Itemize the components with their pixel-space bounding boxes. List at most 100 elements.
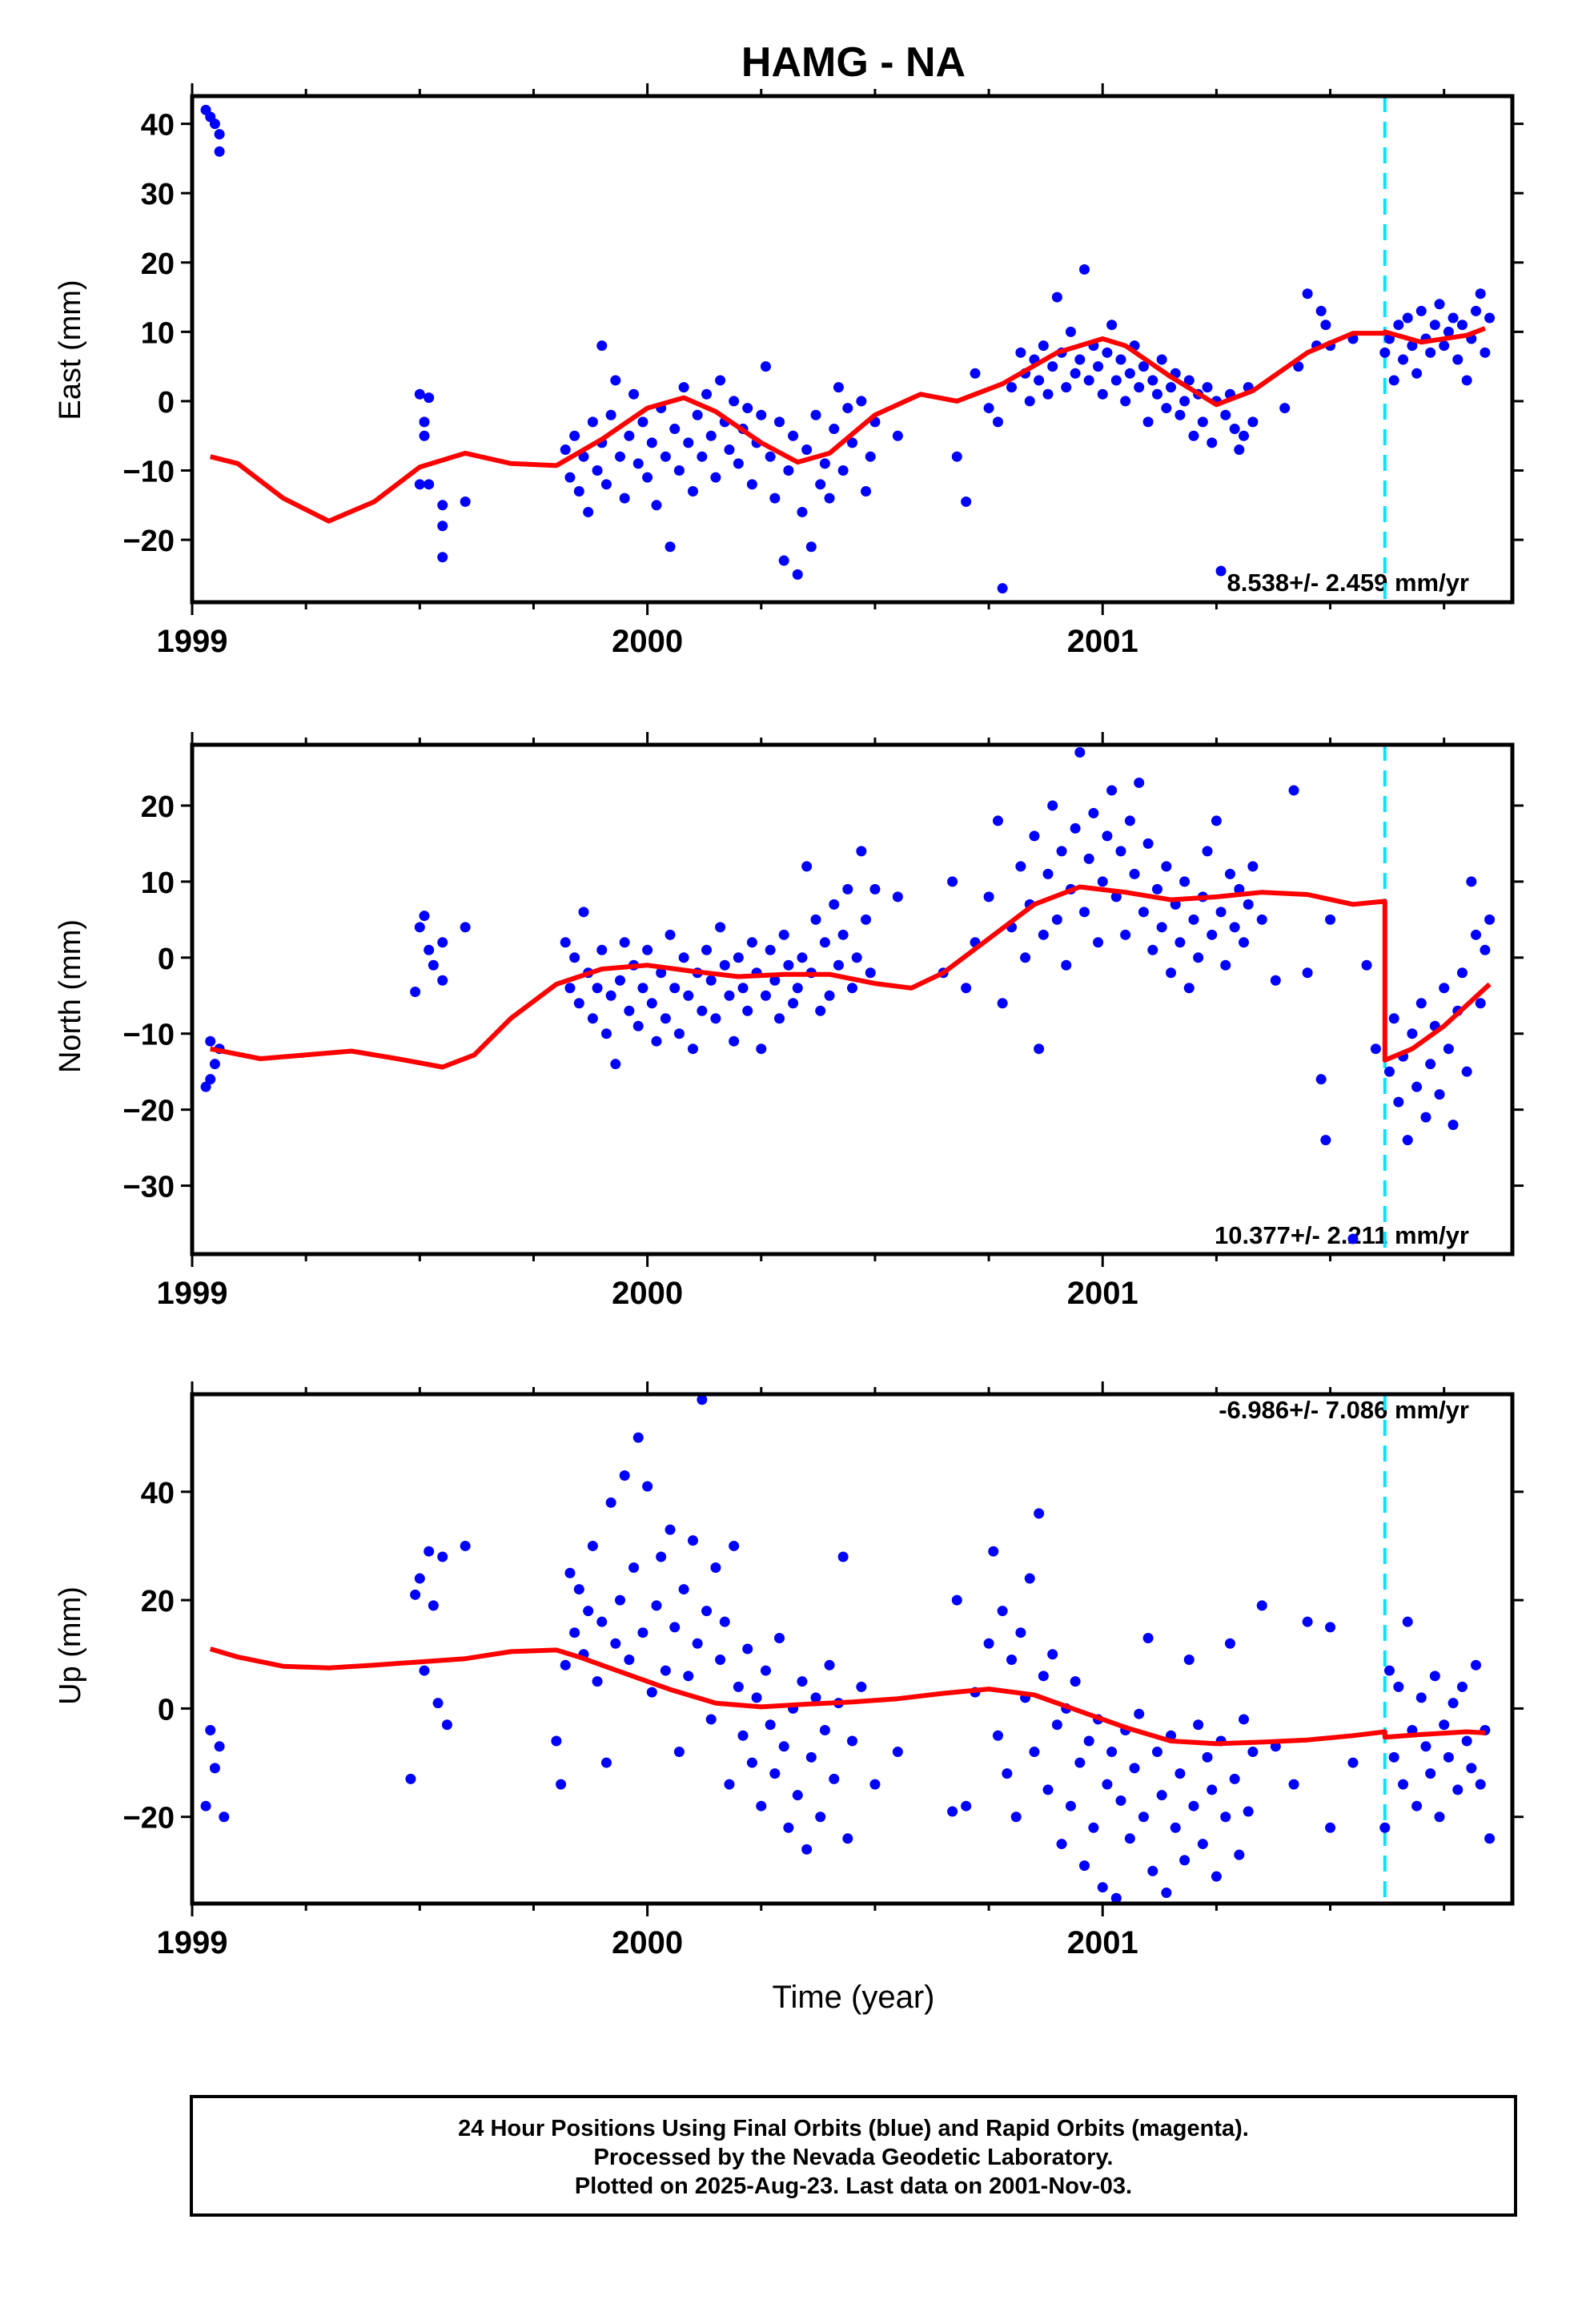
up-data-point (951, 1594, 962, 1606)
east-data-point (765, 451, 776, 462)
north-data-point (1234, 883, 1245, 895)
east-data-point (951, 451, 962, 462)
up-data-point (801, 1844, 813, 1855)
north-panel: North (mm) 10.377+/- 2.211 mm/yr 20 10 0 −1… (54, 732, 1524, 1311)
east-data-point (1065, 326, 1076, 337)
east-data-point (1047, 361, 1058, 372)
north-data-point (765, 944, 776, 955)
east-data-point (847, 437, 857, 448)
north-data-point (1471, 929, 1482, 940)
east-data-point (756, 409, 767, 420)
east-data-point (742, 403, 753, 414)
east-data-point (1006, 382, 1018, 393)
north-plot-frame (190, 742, 1515, 1256)
east-data-point (865, 451, 876, 462)
up-data-point (1220, 1811, 1231, 1823)
north-data-point (746, 937, 757, 948)
east-data-point (892, 430, 903, 441)
north-data-point (1466, 876, 1477, 887)
north-data-point (801, 861, 813, 872)
east-data-point (209, 119, 220, 130)
up-data-point (1193, 1719, 1204, 1731)
north-data-point (1461, 1066, 1472, 1077)
east-data-point (683, 437, 694, 448)
north-y-tick-label: −30 (123, 1171, 175, 1204)
east-data-point (1379, 347, 1391, 358)
east-data-point (842, 403, 853, 414)
north-data-point (1166, 967, 1177, 979)
east-data-point (1120, 396, 1131, 407)
east-data-point (788, 430, 799, 441)
up-data-point (997, 1606, 1008, 1617)
east-data-point (437, 552, 448, 563)
north-data-point (851, 952, 862, 963)
up-data-point (992, 1730, 1003, 1741)
east-data-point (1480, 347, 1491, 358)
up-data-point (1070, 1676, 1081, 1687)
north-data-point (646, 998, 657, 1009)
north-data-point (1070, 822, 1081, 834)
east-data-point (1411, 368, 1423, 379)
north-data-point (997, 998, 1008, 1009)
east-data-point (1161, 403, 1172, 414)
north-data-point (624, 1005, 635, 1016)
up-data-point (751, 1692, 762, 1703)
east-data-point (815, 479, 826, 490)
up-data-point (1447, 1698, 1459, 1709)
up-data-point (1124, 1833, 1135, 1844)
up-data-point (610, 1638, 621, 1649)
up-data-point (432, 1698, 444, 1709)
up-data-point (1379, 1822, 1391, 1833)
north-data-point (1093, 937, 1104, 948)
north-data-point (665, 929, 676, 940)
north-data-point (992, 815, 1003, 826)
east-data-point (1110, 375, 1122, 386)
east-data-point (1456, 320, 1468, 331)
up-data-point (715, 1655, 726, 1666)
east-data-point (1425, 347, 1436, 358)
up-data-point (624, 1655, 635, 1666)
north-data-point (756, 1043, 767, 1055)
north-data-point (1193, 952, 1204, 963)
north-data-point (1056, 846, 1067, 857)
east-data-point (624, 430, 635, 441)
up-data-point (200, 1800, 211, 1811)
north-data-point (1447, 1120, 1459, 1131)
up-data-point (460, 1540, 471, 1551)
up-data-point (405, 1773, 416, 1784)
north-ylabel: North (mm) (54, 919, 87, 1073)
east-data-point (1415, 305, 1427, 316)
north-y-tick-label: 10 (141, 866, 175, 900)
north-x-tick-label: 2000 (612, 1276, 683, 1311)
north-data-point (1183, 983, 1195, 994)
north-data-point (710, 1013, 721, 1024)
up-data-point (410, 1589, 421, 1600)
north-data-point (842, 883, 853, 895)
up-data-point (947, 1806, 958, 1817)
north-x-tick-label: 1999 (157, 1276, 228, 1311)
east-data-point (1038, 340, 1049, 352)
north-data-point (428, 959, 439, 971)
east-data-point (1447, 312, 1459, 324)
north-data-point (1415, 998, 1427, 1009)
east-data-point (569, 430, 580, 441)
north-data-point (1202, 846, 1213, 857)
up-data-point (646, 1687, 657, 1698)
north-data-point (1425, 1059, 1436, 1070)
north-data-point (660, 1013, 671, 1024)
up-data-point (819, 1724, 830, 1735)
east-data-point (678, 382, 689, 393)
east-data-point (797, 506, 808, 517)
north-data-point (642, 944, 653, 955)
north-data-point (673, 1028, 685, 1039)
up-data-point (1078, 1860, 1090, 1872)
north-data-point (1115, 846, 1126, 857)
east-data-point (214, 129, 225, 140)
east-data-point (1124, 368, 1135, 379)
north-model-curve (210, 884, 1492, 1070)
up-data-point (1243, 1806, 1254, 1817)
up-data-point (678, 1584, 689, 1595)
north-data-point (701, 944, 713, 955)
east-data-point (687, 485, 698, 497)
north-data-point (1078, 907, 1090, 918)
